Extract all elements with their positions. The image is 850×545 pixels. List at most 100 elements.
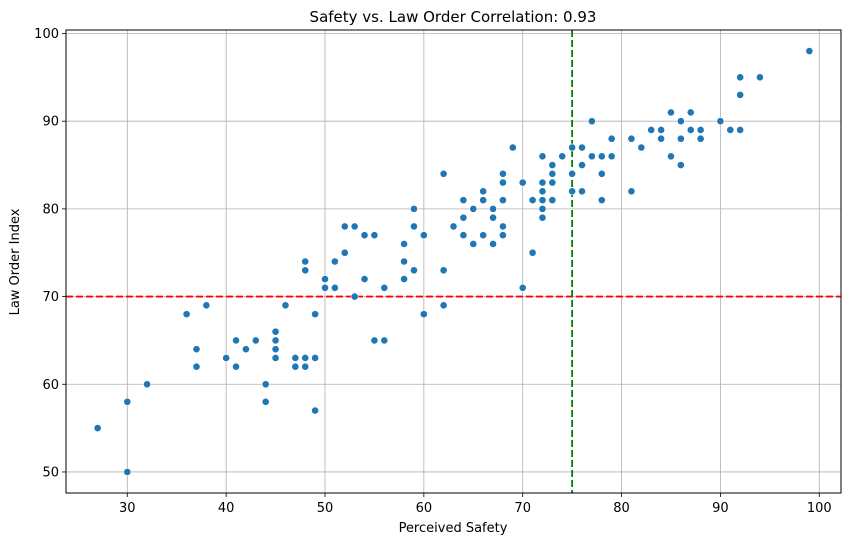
data-point [93,424,102,433]
data-point [301,362,310,371]
data-point [360,275,369,283]
data-point [716,117,725,126]
y-tick-label: 70 [42,290,59,305]
data-point [578,187,586,196]
data-point [578,161,586,169]
data-point [271,336,280,345]
x-tick-label: 70 [514,501,531,516]
data-point [311,406,320,415]
data-point [469,204,478,213]
reference-lines [66,30,841,493]
y-ticks: 50 60 70 80 90 100 [34,27,66,480]
data-point [597,196,606,205]
data-point [410,204,418,213]
data-point [459,196,468,205]
data-point [657,134,665,143]
data-point [301,266,310,275]
x-tick-label: 50 [317,501,334,516]
data-point [548,161,557,169]
data-point [548,196,557,205]
data-point [607,152,616,161]
data-point [548,169,557,178]
data-point [657,126,665,134]
data-point [568,187,577,196]
data-point [538,213,547,222]
data-point [360,231,369,240]
data-point [518,178,527,187]
data-point [538,204,547,213]
data-point [696,126,705,134]
data-point [419,310,428,319]
data-point [410,222,418,231]
x-tick-label: 40 [218,501,235,516]
data-point [538,152,547,161]
data-point [350,222,359,231]
data-point [479,187,488,196]
data-point [469,240,478,248]
x-axis-label: Perceived Safety [399,521,508,536]
data-point [271,327,280,336]
data-point [301,354,310,362]
data-point [587,152,596,161]
y-tick-label: 80 [42,202,59,217]
data-point [321,283,329,292]
y-tick-label: 100 [34,27,59,42]
data-point [686,126,695,134]
data-point [301,257,310,266]
data-point [370,336,379,345]
data-point [726,126,735,134]
data-point [192,362,201,371]
data-point [528,248,537,257]
data-point [380,336,389,345]
data-point [232,362,240,371]
data-point [251,336,260,345]
data-point [291,362,300,371]
data-point [568,169,577,178]
data-point [380,283,389,292]
data-point [271,354,280,362]
data-point [499,222,507,231]
data-point [350,292,359,301]
data-point [597,152,606,161]
data-point [756,73,764,82]
data-point [627,187,636,196]
data-point [489,240,497,248]
data-point [627,134,636,143]
data-point [587,117,596,126]
data-point [647,126,656,134]
data-point [311,354,320,362]
data-point [261,380,270,389]
data-point [400,257,408,266]
data-point [123,468,132,476]
data-point [232,336,240,345]
data-point [489,204,497,213]
x-tick-label: 90 [712,501,729,516]
data-point [123,397,132,406]
data-point [499,196,507,205]
data-point [597,169,606,178]
y-tick-label: 60 [42,378,59,393]
x-tick-label: 60 [416,501,433,516]
data-point [607,134,616,143]
data-point [489,213,497,222]
data-point [222,354,231,362]
data-point [192,345,201,354]
data-point [340,248,349,257]
data-point [686,108,695,117]
y-axis-label: Law Order Index [8,208,23,315]
data-point [538,178,547,187]
data-points [93,47,814,476]
data-point [499,169,507,178]
data-point [291,354,300,362]
data-point [419,231,428,240]
data-point [410,266,418,275]
x-tick-label: 100 [807,501,832,516]
data-point [578,143,586,152]
data-point [667,152,675,161]
data-point [330,257,339,266]
y-tick-label: 50 [42,465,59,480]
data-point [736,126,745,134]
data-point [518,283,527,292]
data-point [736,73,745,82]
data-point [499,178,507,187]
